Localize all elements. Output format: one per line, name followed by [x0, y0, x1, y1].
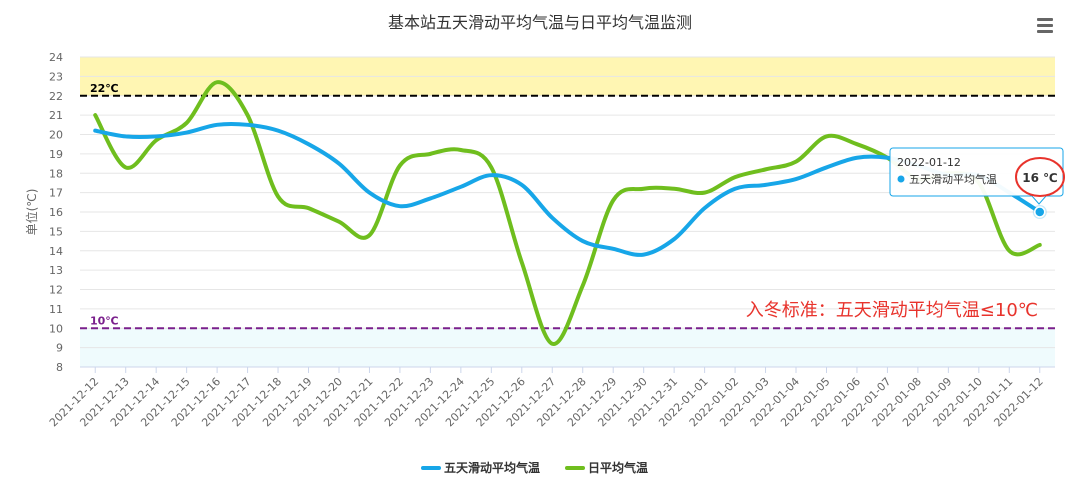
- series-line-1: [93, 80, 1042, 346]
- menu-button[interactable]: [1032, 13, 1058, 37]
- data-tooltip: 2022-01-12 五天滑动平均气温 16 ℃: [889, 147, 1065, 205]
- y-tick-label: 14: [49, 245, 63, 258]
- legend: 五天滑动平均气温 日平均气温: [421, 460, 648, 475]
- tooltip-series-marker: [897, 175, 905, 183]
- reference-line-label: 22℃: [90, 82, 119, 95]
- hover-point: [1034, 206, 1046, 218]
- tooltip-value: 16 ℃: [1022, 171, 1057, 185]
- y-tick-label: 12: [49, 284, 63, 297]
- chart-title: 基本站五天滑动平均气温与日平均气温监测: [388, 13, 692, 32]
- y-tick-label: 23: [49, 70, 63, 83]
- y-tick-label: 15: [49, 225, 63, 238]
- y-axis-title: 单位(℃): [24, 189, 39, 236]
- y-tick-label: 10: [49, 322, 63, 335]
- series-line-0: [93, 121, 1042, 257]
- y-tick-label: 20: [49, 129, 63, 142]
- y-tick-label: 17: [49, 187, 63, 200]
- y-tick-label: 22: [49, 90, 63, 103]
- y-tick-label: 18: [49, 167, 63, 180]
- legend-item-1[interactable]: 日平均气温: [565, 460, 648, 475]
- y-tick-label: 13: [49, 264, 63, 277]
- y-tick-label: 24: [49, 51, 63, 64]
- y-tick-label: 19: [49, 148, 63, 161]
- y-tick-label: 11: [49, 303, 63, 316]
- y-tick-label: 8: [56, 361, 63, 374]
- tooltip-date: 2022-01-12: [897, 156, 961, 169]
- winter-criterion-annotation: 入冬标准：五天滑动平均气温≤10℃: [746, 300, 1038, 321]
- legend-label: 五天滑动平均气温: [444, 460, 540, 475]
- y-tick-label: 16: [49, 206, 63, 219]
- tooltip-value-highlight: [1015, 157, 1065, 197]
- y-tick-label: 21: [49, 109, 63, 122]
- y-tick-label: 9: [56, 342, 63, 355]
- legend-label: 日平均气温: [588, 460, 648, 475]
- reference-line-label: 10℃: [90, 314, 119, 327]
- tooltip-series-name: 五天滑动平均气温: [909, 172, 997, 186]
- legend-item-0[interactable]: 五天滑动平均气温: [421, 460, 540, 475]
- hamburger-menu-icon: [1037, 18, 1053, 33]
